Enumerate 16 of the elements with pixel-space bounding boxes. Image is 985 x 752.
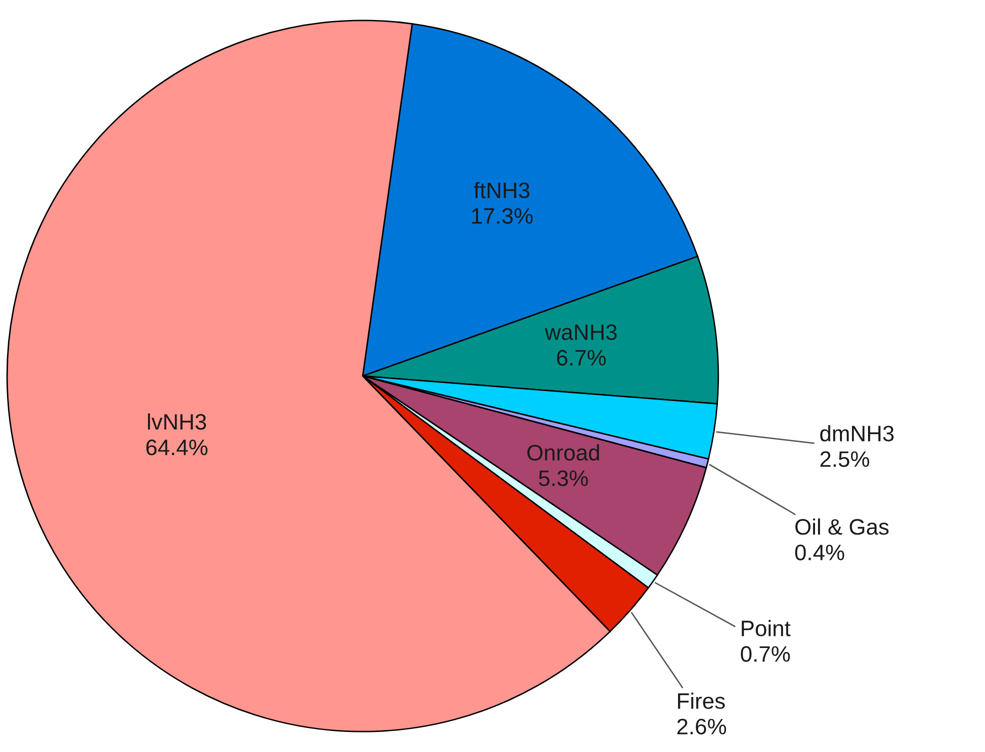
data-label: 0.4% [795, 544, 844, 560]
slice-label: lvNH3 [148, 413, 206, 430]
slice-label: Point [742, 620, 790, 636]
slice-label: Onroad [527, 444, 599, 461]
data-label: 17.3% [472, 208, 533, 224]
data-label: 64.4% [146, 440, 208, 456]
slice-label: Oil & Gas [795, 518, 889, 535]
slice-label: dmNH3 [820, 425, 894, 442]
data-label: 0.7% [740, 646, 790, 662]
data-label: 5.3% [538, 470, 588, 486]
slice-label: ftNH3 [474, 182, 530, 198]
slice-label: Fires [678, 692, 725, 709]
data-label: 6.7% [557, 350, 606, 366]
data-label: 2.6% [677, 718, 726, 734]
data-label: 2.5% [820, 451, 870, 467]
slice-label: waNH3 [544, 324, 617, 340]
